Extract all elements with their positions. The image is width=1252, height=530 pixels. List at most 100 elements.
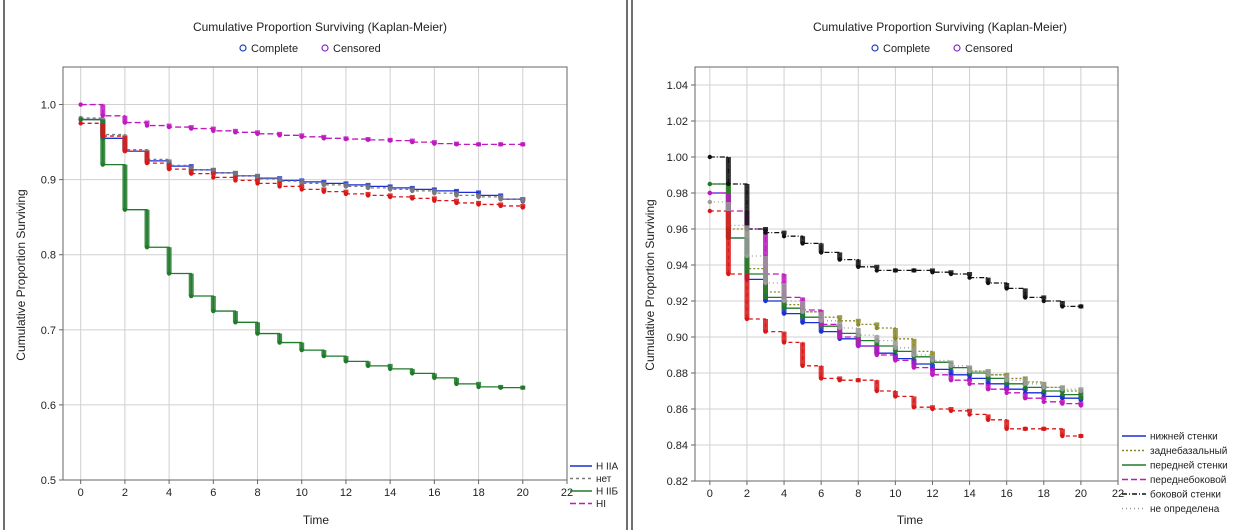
data-point <box>255 131 260 137</box>
event-marker <box>744 274 750 319</box>
plot-frame <box>694 66 1119 482</box>
data-point <box>166 166 172 172</box>
x-tick-label: 8 <box>254 487 260 499</box>
event-marker <box>874 322 880 327</box>
legend-label: не определена <box>1150 504 1220 515</box>
data-point <box>1078 403 1084 408</box>
event-marker <box>818 365 824 379</box>
data-point <box>1023 381 1028 386</box>
event-marker <box>929 355 935 361</box>
data-point <box>948 363 954 368</box>
data-point <box>967 412 972 417</box>
data-point <box>410 139 415 145</box>
series-line <box>80 103 523 145</box>
event-marker <box>1059 301 1065 307</box>
data-point <box>476 194 481 200</box>
event-marker <box>431 196 437 201</box>
event-marker <box>892 391 898 397</box>
data-point <box>893 345 898 350</box>
data-point <box>166 271 172 276</box>
event-marker <box>210 171 216 176</box>
y-tick-label: 1.04 <box>667 80 688 92</box>
x-axis-label: Time <box>303 513 330 527</box>
event-marker <box>498 194 504 199</box>
event-marker <box>210 296 216 312</box>
data-point <box>211 175 216 180</box>
censored-legend-label: Censored <box>965 43 1013 55</box>
event-marker <box>874 346 880 355</box>
data-point <box>1023 426 1028 431</box>
data-point <box>1041 298 1046 304</box>
event-marker <box>255 322 261 334</box>
event-marker <box>210 126 216 131</box>
event-marker <box>763 227 768 231</box>
event-marker <box>800 342 806 366</box>
data-point <box>144 123 150 128</box>
data-point <box>189 126 194 131</box>
event-marker <box>967 408 973 413</box>
event-marker <box>232 175 238 180</box>
legend-label: нижней стенки <box>1150 432 1218 443</box>
data-point <box>707 181 713 187</box>
y-tick-label: 1.0 <box>41 100 56 112</box>
event-marker <box>409 368 415 374</box>
event-marker <box>781 283 787 301</box>
x-tick-label: 18 <box>1038 488 1050 500</box>
data-point <box>856 264 861 269</box>
data-point <box>365 363 371 369</box>
data-point <box>432 198 437 203</box>
data-point <box>78 117 83 122</box>
data-point <box>343 136 349 142</box>
event-marker <box>911 360 917 368</box>
event-marker <box>232 311 238 323</box>
data-point <box>321 182 327 188</box>
data-point <box>454 200 459 206</box>
data-point <box>255 181 260 186</box>
event-marker <box>744 225 750 256</box>
event-marker <box>985 383 991 390</box>
event-marker <box>985 414 991 420</box>
data-point <box>454 381 459 387</box>
x-tick-label: 16 <box>1001 488 1013 500</box>
x-tick-label: 22 <box>561 487 573 499</box>
data-point <box>277 184 282 189</box>
data-point <box>726 271 731 277</box>
event-marker <box>232 170 238 175</box>
event-marker <box>1041 295 1047 300</box>
data-point <box>893 349 898 354</box>
event-marker <box>476 190 482 195</box>
data-point <box>893 358 898 363</box>
data-point <box>911 352 917 358</box>
legend-label: HI <box>596 499 606 510</box>
y-tick-label: 0.6 <box>41 400 56 412</box>
event-marker <box>365 361 371 366</box>
data-point <box>1004 286 1009 291</box>
data-point <box>930 270 935 275</box>
event-marker <box>967 365 973 372</box>
data-point <box>818 329 824 334</box>
data-point <box>800 241 805 246</box>
data-point <box>78 121 83 126</box>
data-point <box>763 230 768 235</box>
x-tick-label: 20 <box>517 487 529 499</box>
data-point <box>1041 385 1046 390</box>
data-point <box>763 295 768 300</box>
y-tick-label: 0.86 <box>667 404 688 416</box>
event-marker <box>188 169 194 174</box>
data-point <box>1023 295 1028 300</box>
event-marker <box>837 252 843 260</box>
ticks: 0 2 4 6 8 10 12 14 16 18 20 22 0.5 0.6 0.7 0.8 0.9 1.0 <box>41 100 573 499</box>
data-point <box>299 134 304 140</box>
event-marker <box>166 163 172 170</box>
data-point <box>520 198 525 203</box>
x-tick-label: 10 <box>296 487 308 499</box>
data-point <box>255 331 260 336</box>
data-point <box>365 193 371 198</box>
event-marker <box>1022 288 1028 298</box>
data-point <box>744 253 750 259</box>
event-marker <box>818 243 824 253</box>
data-point <box>343 184 349 189</box>
data-point <box>78 102 83 107</box>
data-point <box>763 329 768 334</box>
event-marker <box>892 328 898 339</box>
